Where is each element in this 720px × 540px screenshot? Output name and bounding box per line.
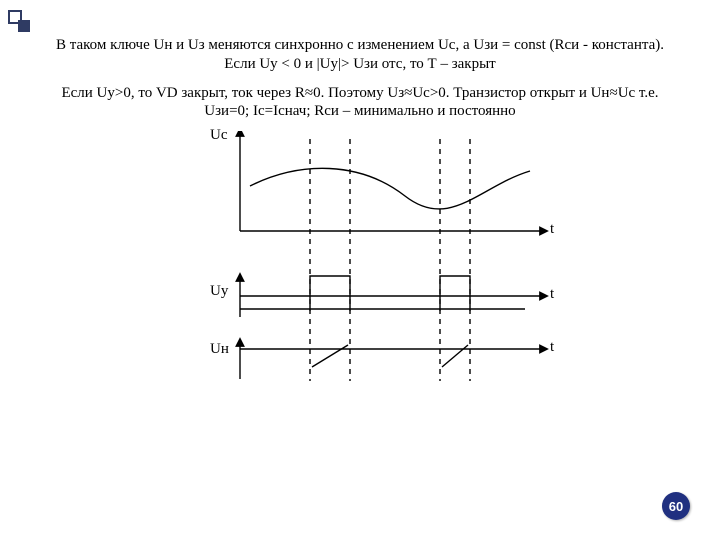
para2-line1: Если Uу>0, то VD закрыт, ток через R≈0. …	[61, 85, 658, 101]
paragraph-1: В таком ключе Uн и Uз меняются синхронно…	[30, 36, 690, 74]
para1-line1: В таком ключе Uн и Uз меняются синхронно…	[56, 37, 664, 53]
paragraph-2: Если Uу>0, то VD закрыт, ток через R≈0. …	[30, 84, 690, 122]
timing-diagram-svg	[150, 131, 570, 421]
para1-line2: Если Uу < 0 и |Uу|> Uзи отс, то Т – закр…	[224, 56, 495, 72]
page-number-badge: 60	[662, 492, 690, 520]
timing-diagram: Uс Uу Uн t t t	[150, 131, 570, 421]
para2-line2: Uзи=0; Iс=Iснач; Rси – минимально и пост…	[204, 103, 515, 119]
decor-square-solid	[18, 20, 30, 32]
page-number: 60	[669, 499, 683, 514]
